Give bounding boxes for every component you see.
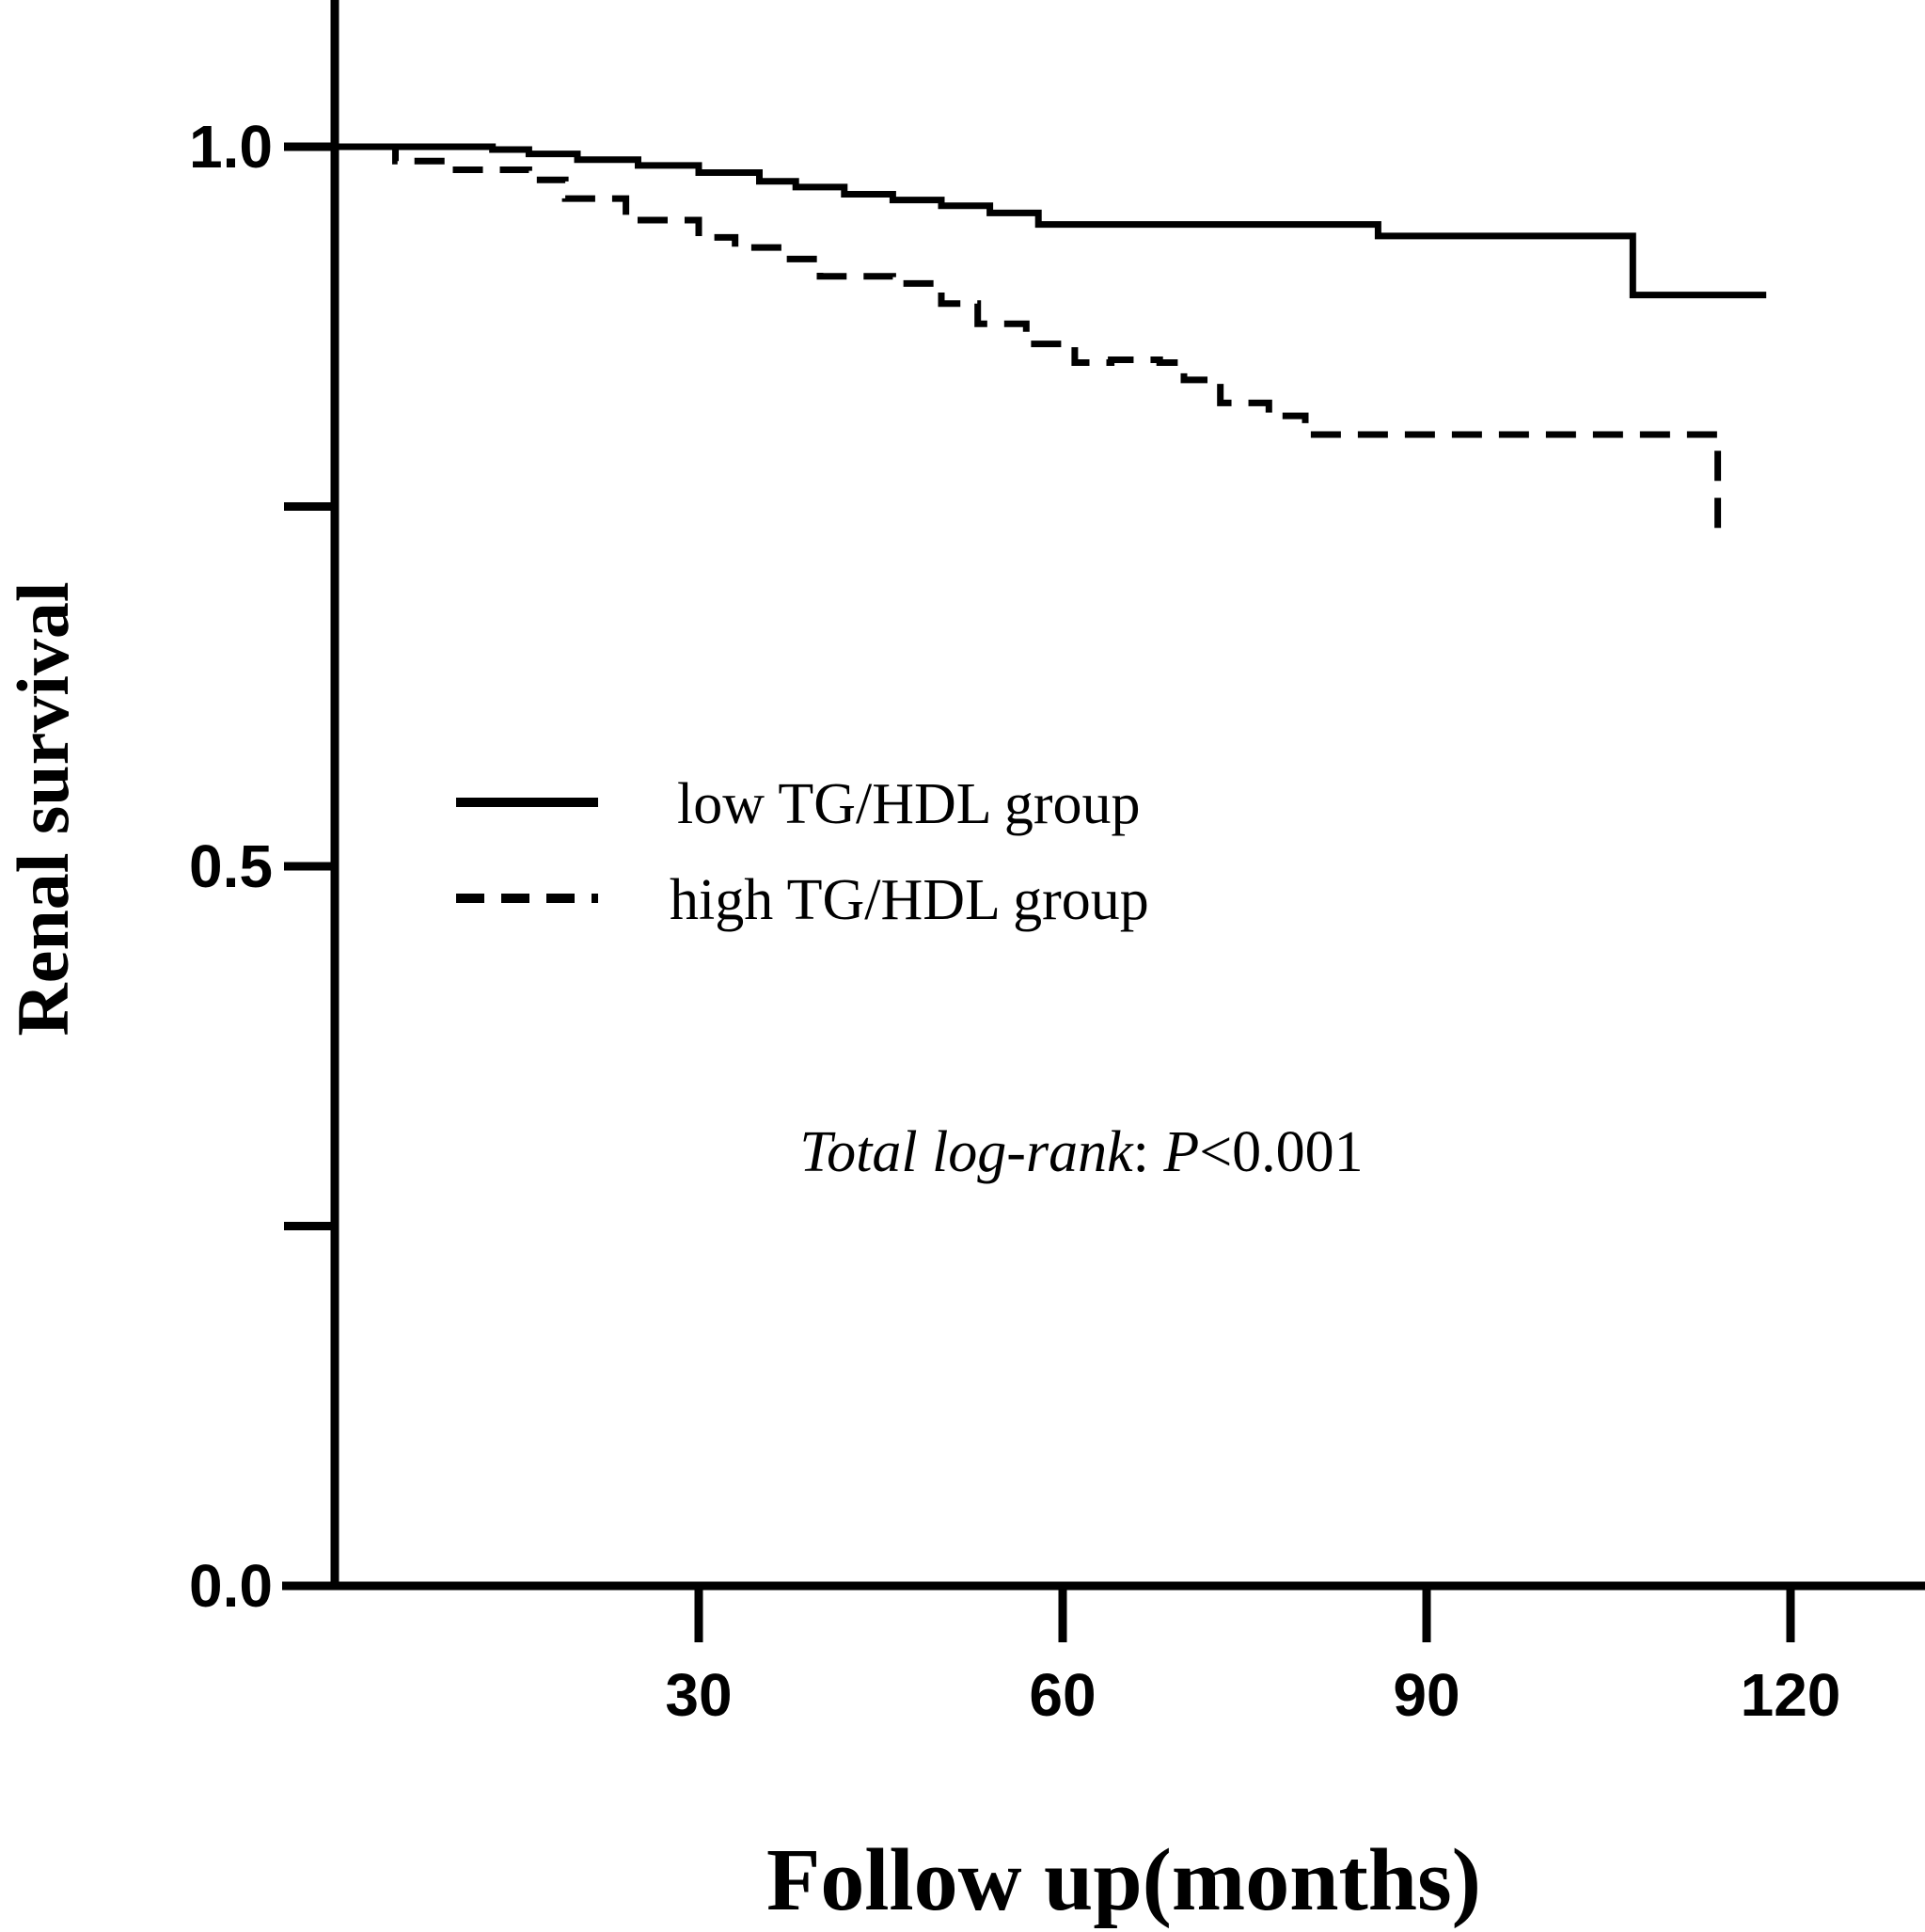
annotation-p-symbol: P (1162, 1120, 1199, 1184)
x-tick-label: 120 (1741, 1661, 1841, 1729)
x-tick-label: 30 (665, 1661, 732, 1729)
logrank-annotation: Total log-rank: P<0.001 (799, 1120, 1363, 1184)
axes (282, 0, 1925, 1591)
y-tick-label: 0.0 (189, 1552, 273, 1620)
annotation-p-value: <0.001 (1199, 1120, 1363, 1184)
legend-label-high: high TG/HDL group (670, 868, 1149, 932)
legend: low TG/HDL group high TG/HDL group (456, 772, 1149, 932)
y-axis-title: Renal survival (2, 581, 84, 1036)
x-axis-title: Follow up(months) (766, 1831, 1481, 1929)
legend-label-low: low TG/HDL group (677, 772, 1141, 836)
x-tick-label: 90 (1393, 1661, 1460, 1729)
series-line-low (335, 143, 1767, 299)
y-tick-label: 0.5 (189, 832, 273, 900)
y-tick-label: 1.0 (189, 113, 273, 181)
annotation-italic: Total log-rank (799, 1120, 1134, 1184)
annotation-sep: : (1133, 1120, 1164, 1184)
survival-curves (335, 143, 1767, 536)
x-tick-label: 60 (1029, 1661, 1096, 1729)
axis-ticks: 0.0 0.5 1.0 30 60 90 120 (189, 113, 1840, 1729)
series-line-high (335, 143, 1722, 536)
